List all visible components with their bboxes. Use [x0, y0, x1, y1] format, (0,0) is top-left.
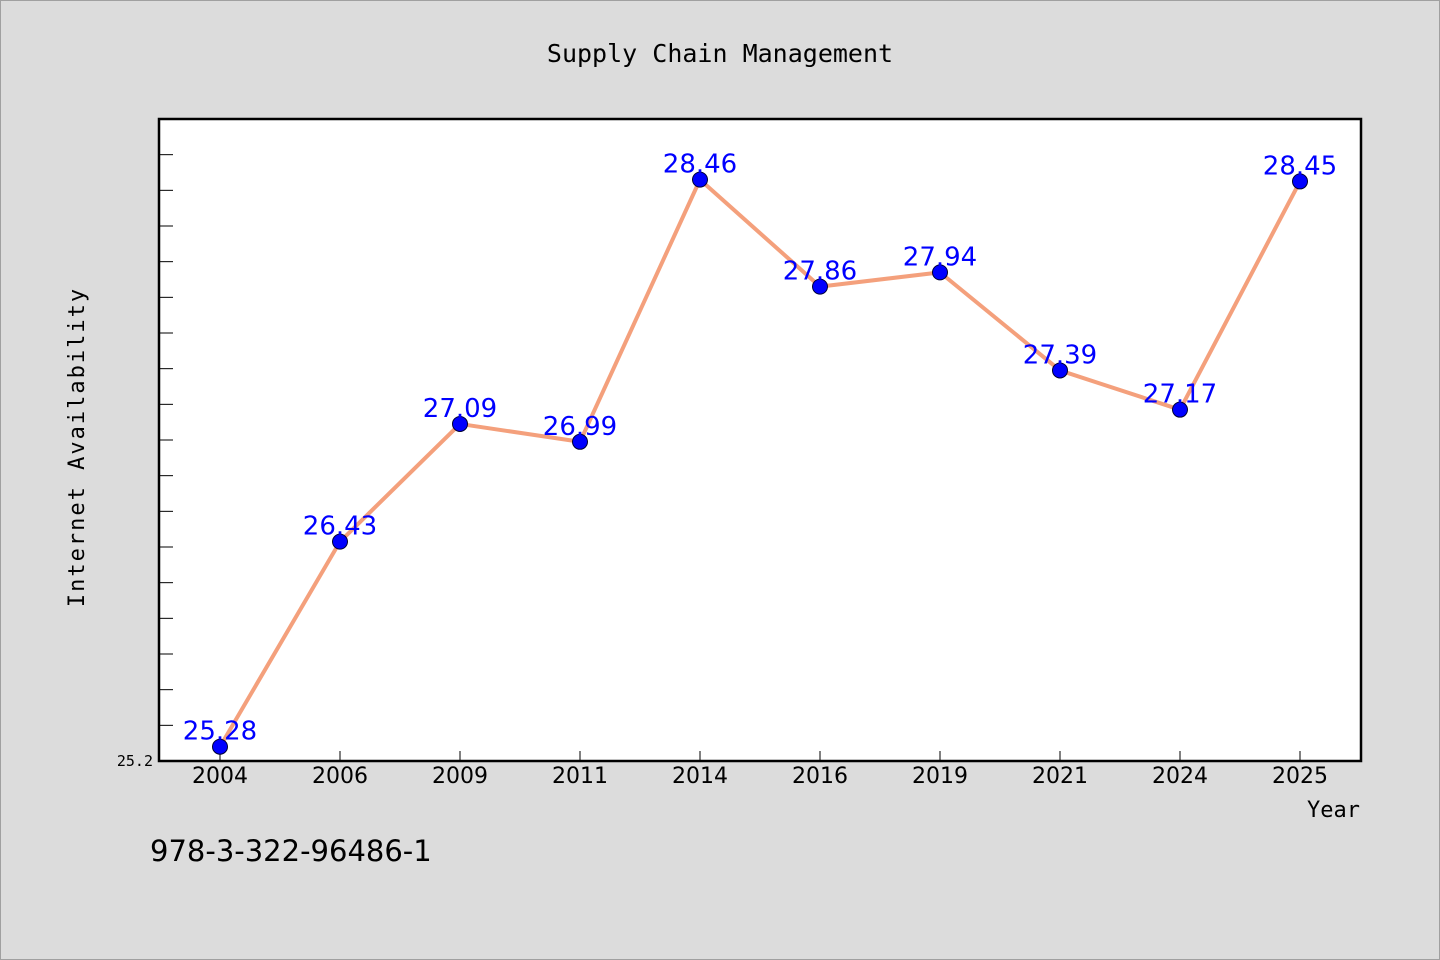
x-tick-label: 2014	[672, 764, 728, 789]
data-label: 26.43	[303, 512, 377, 542]
data-point	[332, 533, 348, 550]
data-point	[452, 415, 468, 432]
data-label: 27.17	[1143, 380, 1217, 410]
data-label: 26.99	[543, 412, 617, 442]
data-label: 27.39	[1023, 340, 1097, 370]
data-point	[1052, 362, 1068, 379]
data-point	[692, 171, 708, 188]
x-tick-label: 2011	[552, 764, 608, 789]
y-tick-label: 25.2	[117, 752, 153, 770]
isbn-text: 978-3-322-96486-1	[150, 834, 432, 868]
x-tick-label: 2004	[192, 764, 248, 789]
data-label: 27.86	[783, 257, 857, 287]
data-point	[572, 433, 588, 450]
y-axis-label: Internet Availability	[65, 287, 90, 607]
x-tick-label: 2016	[792, 764, 848, 789]
data-point	[212, 738, 228, 755]
chart-title: Supply Chain Management	[547, 39, 893, 68]
data-label: 27.94	[903, 242, 977, 272]
series-line	[218, 177, 1302, 748]
x-tick-label: 2006	[312, 764, 368, 789]
data-label: 25.28	[183, 717, 257, 747]
x-tick-label: 2009	[432, 764, 488, 789]
data-label: 27.09	[423, 394, 497, 424]
data-point	[812, 278, 828, 295]
data-label: 28.45	[1263, 151, 1337, 181]
x-tick-label: 2025	[1272, 764, 1328, 789]
x-tick-label: 2021	[1032, 764, 1088, 789]
plot-area	[157, 117, 1363, 763]
data-point	[932, 264, 948, 281]
data-point	[1292, 173, 1308, 190]
x-axis-ticks: 2004 2006 2009 2011 2014 2016 2019 2021 2024 2025	[192, 751, 1328, 789]
x-tick-label: 2024	[1152, 764, 1208, 789]
x-tick-label: 2019	[912, 764, 968, 789]
data-point	[1172, 401, 1188, 418]
y-axis-ticks: 25.2	[117, 154, 173, 770]
series-group: 25.28 26.43 27.09 26.99 28.46 27.86 27.94 27.39…	[183, 150, 1337, 755]
data-label: 28.46	[663, 150, 737, 180]
x-axis-label: Year	[1307, 798, 1360, 823]
